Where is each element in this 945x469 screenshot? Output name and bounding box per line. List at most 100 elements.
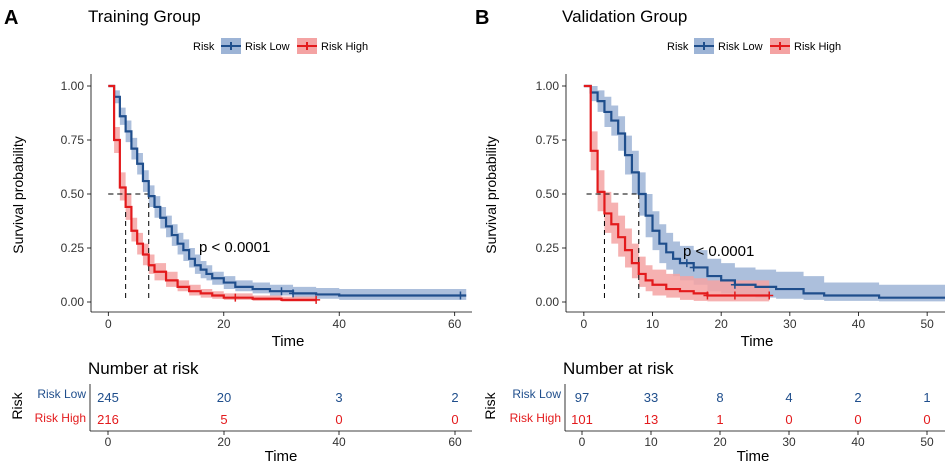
y-tick-label: 1.00 — [61, 79, 85, 93]
ci-band-high — [583, 86, 770, 302]
y-axis-label: Survival probability — [10, 136, 26, 254]
censor-mark-low — [456, 291, 465, 300]
risk-x-tick-label: 50 — [920, 435, 934, 449]
x-tick-label: 0 — [581, 317, 588, 331]
risk-count-low: 20 — [217, 390, 231, 405]
risk-count-low: 3 — [335, 390, 342, 405]
x-tick-label: 50 — [920, 317, 934, 331]
risk-count-low: 1 — [923, 390, 930, 405]
risk-count-low: 2 — [854, 390, 861, 405]
y-tick-label: 0.25 — [61, 241, 85, 255]
risk-counts-high: 101 13 1 0 0 0 — [571, 412, 930, 427]
risk-count-low: 97 — [575, 390, 589, 405]
x-tick-label: 0 — [105, 317, 112, 331]
risk-x-tick-label: 20 — [713, 435, 727, 449]
risk-x-tick-label: 10 — [644, 435, 658, 449]
p-value: p < 0.0001 — [199, 239, 270, 256]
legend-title: Risk — [667, 41, 689, 53]
y-tick-label: 0.50 — [61, 187, 85, 201]
risk-x-tick-label: 0 — [579, 435, 586, 449]
x-tick-label: 40 — [852, 317, 866, 331]
x-axis-label: Time — [741, 333, 774, 350]
risk-x-tick-label: 30 — [782, 435, 796, 449]
risk-count-high: 13 — [644, 412, 658, 427]
p-value: p < 0.0001 — [683, 243, 754, 260]
chart-title: Validation Group — [562, 7, 687, 26]
risk-count-high: 0 — [923, 412, 930, 427]
risk-x-tick-label: 0 — [105, 435, 112, 449]
censor-mark-high — [703, 291, 712, 300]
risk-x-tick-label: 20 — [217, 435, 231, 449]
risk-x-tick-label: 40 — [332, 435, 346, 449]
risk-count-low: 2 — [451, 390, 458, 405]
risk-row-label-low: Risk Low — [37, 387, 86, 401]
risk-table: Number at risk Risk Risk Low Risk High 9… — [482, 359, 945, 465]
legend: Risk Risk Low Risk High — [193, 38, 368, 54]
risk-x-tick-label: 40 — [851, 435, 865, 449]
risk-count-high: 0 — [785, 412, 792, 427]
risk-count-low: 33 — [644, 390, 658, 405]
risk-table-x-label: Time — [737, 448, 770, 464]
risk-table: Number at risk Risk Risk Low Risk High 2… — [9, 359, 472, 465]
x-tick-label: 20 — [714, 317, 728, 331]
x-tick-label: 10 — [646, 317, 660, 331]
risk-count-low: 8 — [716, 390, 723, 405]
legend-title: Risk — [193, 41, 215, 53]
survival-curve-low — [108, 84, 467, 297]
risk-row-label-high: Risk High — [35, 411, 86, 425]
risk-table-title: Number at risk — [563, 359, 674, 378]
x-tick-label: 40 — [333, 317, 347, 331]
panel-a: A Training Group Risk Risk Low Risk High… — [4, 7, 472, 465]
risk-table-title: Number at risk — [88, 359, 199, 378]
survival-curve-high — [583, 84, 770, 297]
chart-title: Training Group — [88, 7, 201, 26]
survival-curve-low — [583, 84, 945, 299]
risk-table-x-label: Time — [265, 448, 298, 464]
x-axis-label: Time — [272, 333, 305, 350]
risk-x-tick-label: 60 — [448, 435, 462, 449]
risk-count-high: 101 — [571, 412, 593, 427]
risk-counts-low: 245 20 3 2 — [97, 390, 458, 405]
legend-label-low: Risk Low — [245, 41, 290, 53]
y-tick-label: 0.00 — [536, 295, 560, 309]
legend-label-high: Risk High — [794, 41, 841, 53]
censor-mark-low — [277, 287, 286, 296]
risk-row-label-high: Risk High — [510, 411, 561, 425]
risk-x-ticks: 0 10 20 30 40 50 — [579, 431, 934, 449]
censor-mark-low — [689, 263, 698, 272]
censor-mark-high — [730, 291, 739, 300]
risk-table-y-label: Risk — [482, 391, 498, 419]
panel-letter: B — [475, 7, 489, 29]
risk-count-high: 0 — [335, 412, 342, 427]
plot-area-validation: 0.00 0.25 0.50 0.75 1.00 0 10 20 30 40 50 — [536, 74, 945, 331]
risk-count-high: 0 — [451, 412, 458, 427]
y-tick-label: 0.75 — [536, 133, 560, 147]
risk-counts-low: 97 33 8 4 2 1 — [575, 390, 931, 405]
plot-area-training: 0.00 0.25 0.50 0.75 1.00 0 20 40 60 — [61, 74, 472, 331]
y-tick-label: 0.00 — [61, 295, 85, 309]
risk-count-low: 4 — [785, 390, 792, 405]
risk-count-high: 216 — [97, 412, 119, 427]
censor-mark-low — [289, 289, 298, 298]
panel-b: B Validation Group Risk Risk Low Risk Hi… — [475, 7, 945, 465]
legend: Risk Risk Low Risk High — [667, 38, 841, 54]
censor-mark-high — [765, 291, 774, 300]
censor-mark-high — [231, 293, 240, 302]
censor-mark-low — [682, 259, 691, 268]
legend-label-high: Risk High — [321, 41, 368, 53]
y-tick-label: 1.00 — [536, 79, 560, 93]
survival-curve-high — [108, 84, 317, 301]
x-tick-label: 20 — [217, 317, 231, 331]
censor-mark-low — [730, 280, 739, 289]
risk-count-low: 245 — [97, 390, 119, 405]
risk-count-high: 1 — [716, 412, 723, 427]
panel-letter: A — [4, 7, 18, 29]
risk-x-ticks: 0 20 40 60 — [105, 431, 462, 449]
censor-mark-high — [312, 295, 321, 304]
y-tick-label: 0.25 — [536, 241, 560, 255]
y-tick-label: 0.50 — [536, 187, 560, 201]
risk-count-high: 0 — [854, 412, 861, 427]
risk-counts-high: 216 5 0 0 — [97, 412, 458, 427]
y-tick-label: 0.75 — [61, 133, 85, 147]
